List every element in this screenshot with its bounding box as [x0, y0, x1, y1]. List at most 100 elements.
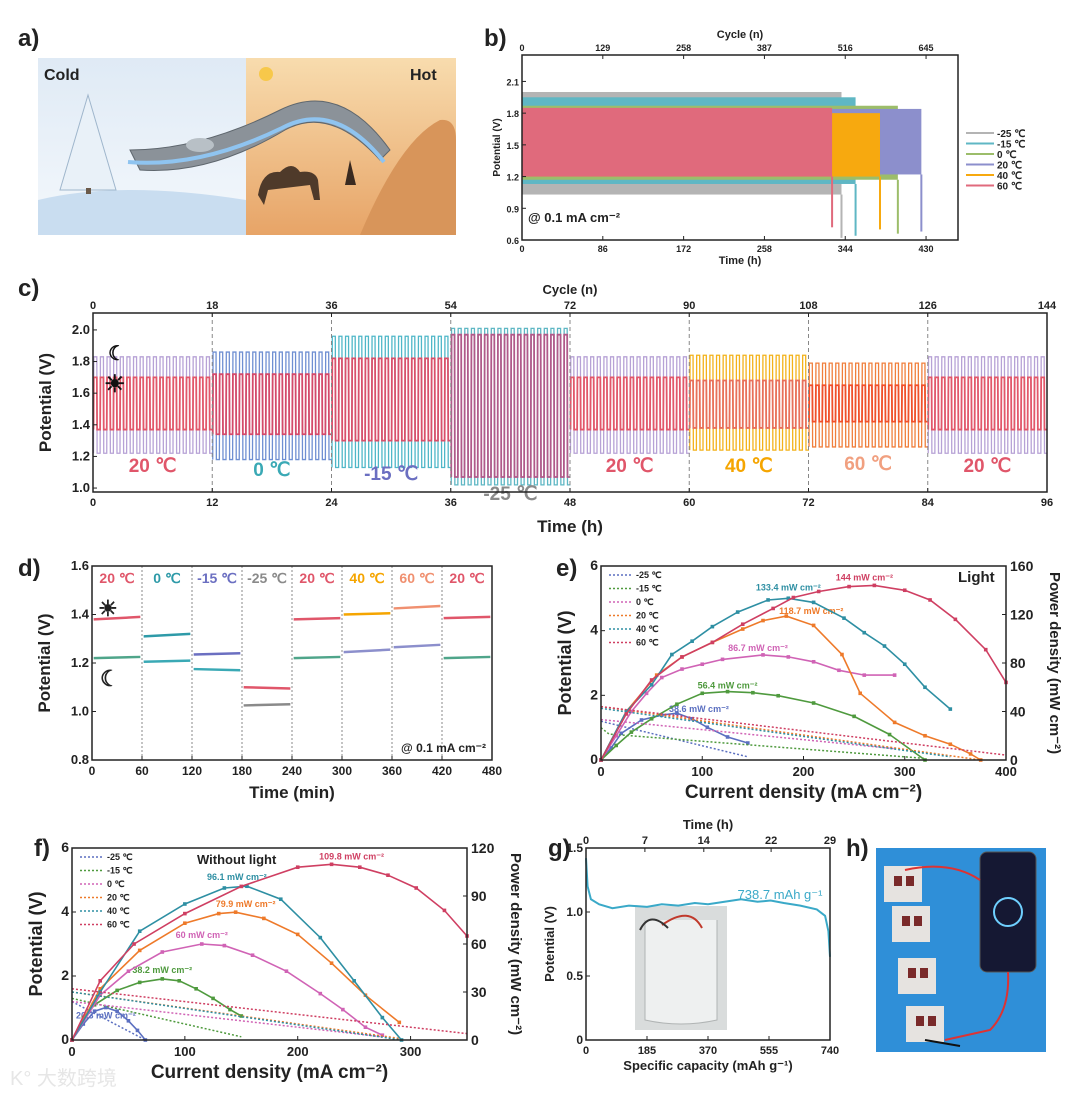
x-tick-label: 172: [676, 244, 691, 254]
top-x-axis-title: Cycle (n): [543, 282, 598, 297]
segment-label: 0 ℃: [153, 570, 181, 586]
f-frame: [71, 847, 468, 1041]
discharge-plateau: [243, 702, 291, 707]
power-curve: [600, 690, 926, 761]
y-axis-title: Potential (V): [35, 613, 54, 712]
cell-window: [902, 916, 910, 926]
top-x-tick-label: 144: [1038, 300, 1057, 312]
discharge-plateau: [143, 659, 191, 664]
power-point: [649, 683, 654, 687]
power-point: [414, 886, 419, 890]
power-point: [629, 730, 634, 734]
segment-label: 20 ℃: [606, 456, 654, 477]
y-tick-label: 0: [576, 1033, 583, 1047]
y-tick-label: 1.2: [506, 173, 519, 183]
y-tick-label: 6: [590, 557, 598, 573]
power-point: [720, 657, 725, 662]
power-point: [137, 948, 142, 953]
power-curve: [600, 584, 1007, 761]
power-point: [239, 884, 244, 889]
x-tick-label: 60: [135, 764, 149, 778]
power-point: [776, 693, 780, 698]
y-tick-label: 1.4: [71, 607, 90, 622]
x-tick-label: 370: [699, 1045, 717, 1057]
power-point: [740, 622, 745, 626]
power-curve: [600, 597, 951, 761]
top-x-tick-label: 0: [519, 43, 524, 53]
x-axis-title: Time (h): [719, 255, 762, 267]
y2-tick-label: 120: [471, 840, 495, 856]
top-x-tick-label: 22: [765, 835, 777, 847]
y-tick-label: 0: [61, 1031, 69, 1047]
top-x-tick-label: 7: [642, 835, 648, 847]
legend-label: 20 ℃: [997, 161, 1022, 172]
y-tick-label: 1.2: [71, 655, 89, 670]
x-tick-label: 48: [564, 497, 576, 509]
top-x-tick-label: 108: [799, 300, 817, 312]
b-frame: [521, 54, 959, 241]
power-point: [341, 1007, 345, 1012]
legend-label: -15 ℃: [107, 866, 133, 876]
x-tick-label: 86: [598, 244, 608, 254]
x-tick-label: 0: [597, 764, 604, 779]
cell-window: [920, 968, 928, 978]
tree-trunk: [86, 188, 91, 194]
x-tick-label: 180: [232, 764, 252, 778]
x-tick-label: 0: [583, 1045, 589, 1057]
x-tick-label: 72: [802, 497, 814, 509]
panel-label-g: g): [548, 835, 571, 862]
x-tick-label: 0: [519, 244, 524, 254]
x-tick-label: 420: [432, 764, 452, 778]
x-tick-label: 344: [838, 244, 853, 254]
cycle-curve-outer: [92, 356, 213, 454]
discharge-plateau: [443, 655, 491, 660]
power-point: [892, 673, 897, 677]
y-tick-label: 0: [590, 751, 598, 767]
sand-dune: [360, 119, 456, 235]
panel-label-b: b): [484, 25, 507, 52]
power-point: [160, 950, 165, 954]
cycle-curve-outer: [450, 327, 571, 486]
power-point: [725, 689, 730, 694]
segment-label: 0 ℃: [253, 460, 290, 481]
peak-label: 79.9 mW cm⁻²: [216, 899, 276, 909]
power-point: [126, 1019, 131, 1023]
x-tick-label: 200: [287, 1044, 309, 1059]
legend-label: 40 ℃: [107, 906, 130, 916]
wire-red: [661, 914, 703, 929]
legend-label: -25 ℃: [107, 852, 133, 862]
legend-label: 20 ℃: [107, 893, 130, 903]
power-point: [222, 943, 227, 948]
cycle-curve-outer: [689, 354, 809, 451]
y2-tick-label: 80: [1010, 655, 1026, 671]
power-point: [837, 668, 841, 673]
legend-label: 40 ℃: [997, 171, 1022, 182]
cell-window: [894, 876, 902, 886]
power-point: [639, 718, 644, 722]
power-point: [811, 701, 816, 705]
power-point: [816, 589, 821, 594]
y-tick-label: 1.0: [71, 704, 89, 719]
x-axis-title: Time (min): [249, 783, 335, 802]
power-point: [761, 618, 765, 623]
potential-curve: [600, 705, 1007, 756]
segment-label: 60 ℃: [844, 454, 892, 475]
power-point: [953, 617, 958, 622]
power-point: [983, 647, 988, 652]
panel-label-h: h): [846, 835, 869, 862]
x-tick-label: 360: [382, 764, 402, 778]
power-point: [862, 630, 867, 635]
discharge-plateau: [293, 655, 341, 660]
cable-red: [944, 971, 1010, 1041]
discharge-plateau: [393, 643, 441, 649]
y-tick-label: 0.8: [71, 752, 89, 767]
power-point: [690, 716, 694, 721]
power-point: [329, 862, 334, 867]
illustration: Cold Hot: [38, 58, 456, 235]
top-x-tick-label: 90: [683, 300, 695, 312]
potential-curve: [600, 707, 951, 758]
power-point: [746, 741, 750, 745]
power-point: [98, 987, 103, 991]
y-tick-label: 2.0: [72, 322, 90, 337]
wire-black: [639, 918, 669, 931]
